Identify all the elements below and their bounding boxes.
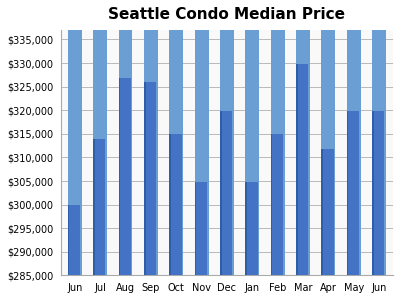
Bar (106, 139, 107, 300)
Bar (220, 110, 222, 300)
Bar (93, 139, 95, 300)
Bar (118, 77, 120, 300)
Bar (118, 0, 132, 78)
Bar (68, 205, 70, 300)
Bar (322, 148, 335, 300)
Bar (207, 181, 208, 300)
Bar (93, 0, 107, 139)
Bar (347, 110, 361, 300)
Bar (347, 110, 348, 300)
Bar (296, 63, 310, 300)
Bar (68, 205, 82, 300)
Bar (271, 0, 285, 134)
Bar (169, 134, 171, 300)
Bar (296, 63, 298, 300)
Bar (195, 181, 208, 300)
Bar (156, 82, 158, 300)
Bar (169, 134, 183, 300)
Title: Seattle Condo Median Price: Seattle Condo Median Price (108, 7, 346, 22)
Bar (182, 134, 183, 300)
Bar (258, 181, 259, 300)
Bar (334, 148, 335, 300)
Bar (144, 82, 158, 300)
Bar (195, 0, 208, 182)
Bar (308, 63, 310, 300)
Bar (245, 181, 247, 300)
Bar (271, 134, 272, 300)
Bar (245, 0, 259, 182)
Bar (271, 134, 285, 300)
Bar (118, 77, 132, 300)
Bar (144, 82, 146, 300)
Bar (131, 77, 132, 300)
Bar (322, 0, 335, 148)
Bar (195, 181, 196, 300)
Bar (359, 110, 361, 300)
Bar (169, 0, 183, 134)
Bar (347, 0, 361, 111)
Bar (296, 0, 310, 64)
Bar (372, 110, 374, 300)
Bar (144, 0, 158, 82)
Bar (220, 0, 234, 111)
Bar (232, 110, 234, 300)
Bar (322, 148, 323, 300)
Bar (372, 0, 386, 111)
Bar (80, 205, 82, 300)
Bar (384, 110, 386, 300)
Bar (68, 0, 82, 205)
Bar (283, 134, 285, 300)
Bar (220, 110, 234, 300)
Bar (93, 139, 107, 300)
Bar (372, 110, 386, 300)
Bar (245, 181, 259, 300)
